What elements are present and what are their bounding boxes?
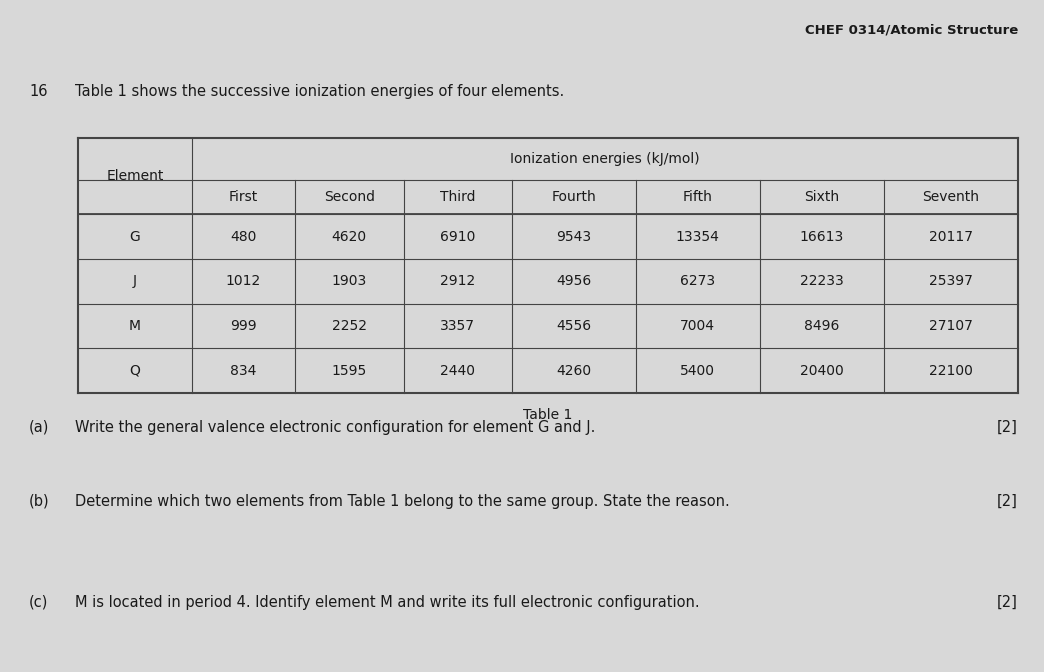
Text: 20400: 20400	[800, 364, 844, 378]
Text: 834: 834	[231, 364, 257, 378]
Text: M: M	[129, 319, 141, 333]
Text: Fifth: Fifth	[683, 190, 713, 204]
Text: Element: Element	[106, 169, 164, 183]
Text: G: G	[129, 230, 141, 244]
Text: 20117: 20117	[929, 230, 973, 244]
Text: J: J	[133, 274, 137, 288]
Text: Table 1 shows the successive ionization energies of four elements.: Table 1 shows the successive ionization …	[75, 84, 565, 99]
Text: 7004: 7004	[681, 319, 715, 333]
Text: 5400: 5400	[681, 364, 715, 378]
Text: 2440: 2440	[441, 364, 475, 378]
Text: (c): (c)	[29, 595, 49, 610]
Text: [2]: [2]	[997, 420, 1018, 435]
Text: 999: 999	[230, 319, 257, 333]
Text: 1595: 1595	[332, 364, 366, 378]
Text: 2912: 2912	[441, 274, 475, 288]
Text: Seventh: Seventh	[922, 190, 979, 204]
Text: 4556: 4556	[556, 319, 592, 333]
Text: Second: Second	[324, 190, 375, 204]
Text: 2252: 2252	[332, 319, 366, 333]
Text: 4956: 4956	[556, 274, 592, 288]
Text: M is located in period 4. Identify element M and write its full electronic confi: M is located in period 4. Identify eleme…	[75, 595, 699, 610]
Text: 6273: 6273	[681, 274, 715, 288]
Text: 8496: 8496	[804, 319, 839, 333]
Text: (a): (a)	[29, 420, 50, 435]
Text: 22233: 22233	[800, 274, 844, 288]
Text: 9543: 9543	[556, 230, 592, 244]
Text: 16613: 16613	[800, 230, 844, 244]
Text: Determine which two elements from Table 1 belong to the same group. State the re: Determine which two elements from Table …	[75, 494, 730, 509]
Text: Ionization energies (kJ/mol): Ionization energies (kJ/mol)	[511, 152, 699, 166]
Text: Q: Q	[129, 364, 141, 378]
Text: 3357: 3357	[441, 319, 475, 333]
Text: Write the general valence electronic configuration for element G and J.: Write the general valence electronic con…	[75, 420, 595, 435]
Text: 6910: 6910	[441, 230, 475, 244]
Text: Table 1: Table 1	[523, 408, 573, 422]
Text: 22100: 22100	[929, 364, 973, 378]
Text: 1903: 1903	[332, 274, 366, 288]
Text: [2]: [2]	[997, 595, 1018, 610]
Text: 480: 480	[231, 230, 257, 244]
Text: 27107: 27107	[929, 319, 973, 333]
Text: CHEF 0314/Atomic Structure: CHEF 0314/Atomic Structure	[805, 24, 1018, 36]
Text: Fourth: Fourth	[551, 190, 596, 204]
Text: 16: 16	[29, 84, 48, 99]
Text: 13354: 13354	[675, 230, 719, 244]
Text: 1012: 1012	[226, 274, 261, 288]
Text: Sixth: Sixth	[804, 190, 839, 204]
Text: 4260: 4260	[556, 364, 592, 378]
Text: 4620: 4620	[332, 230, 366, 244]
Text: First: First	[229, 190, 258, 204]
Text: Third: Third	[440, 190, 475, 204]
Text: 25397: 25397	[929, 274, 973, 288]
Text: (b): (b)	[29, 494, 50, 509]
Text: [2]: [2]	[997, 494, 1018, 509]
